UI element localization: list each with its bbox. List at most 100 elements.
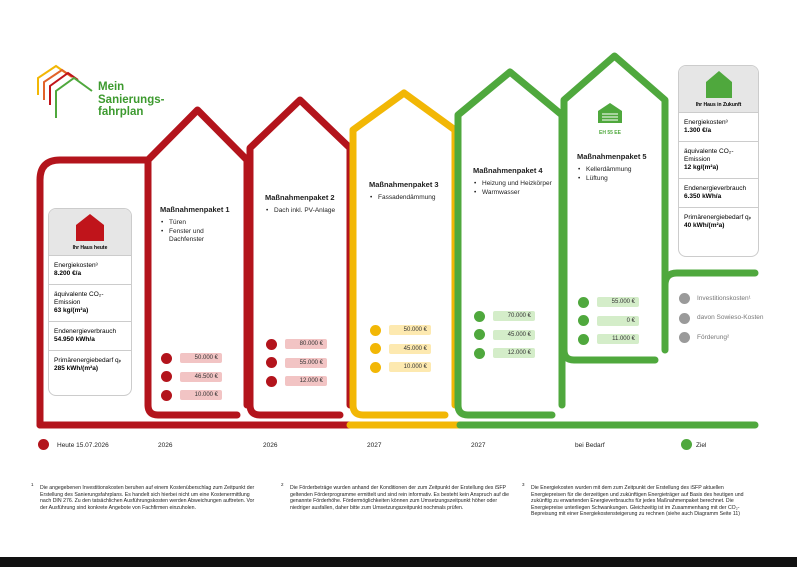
cost-value: 80.000 € [285,339,327,349]
row-value: 1.300 €/a [684,127,712,134]
row-value: 6.350 kWh/a [684,193,722,200]
footnote: 3 Die Energiekosten wurden mit dem zum Ze… [522,482,751,518]
row-value: 285 kWh/(m²a) [54,365,99,372]
card-row: Energiekosten³ 1.300 €/a [679,112,758,141]
package-item: Kellerdämmung [577,166,657,175]
logo-line: Mein [98,81,125,93]
package-item: Lüftung [577,175,657,184]
house-base [454,401,556,419]
bottom-bar [0,557,797,567]
logo-text: Mein Sanierungs- fahrplan [98,81,164,119]
cost-icon [161,389,172,401]
package-item: Türen [160,219,240,228]
package-title: Maßnahmenpaket 1 [160,205,230,214]
row-value: 63 kg/(m²a) [54,307,89,314]
house-icon [706,71,732,98]
cost-value: 70.000 € [493,311,535,321]
footnote-number: 1 [31,482,34,487]
house-icon [76,214,104,241]
cost-icon [578,333,589,345]
card-header: Ihr Haus in Zukunft [679,66,758,112]
cost-icon [474,329,485,340]
cost-value: 12.000 € [285,376,327,386]
row-value: 12 kg/(m²a) [684,164,719,171]
cost-icon [161,352,172,364]
timeline-start: Heute 15.07.2026 [57,442,109,449]
package-items: TürenFenster und Dachfenster [160,219,240,245]
package-item: Warmwasser [473,189,553,198]
logo-icon [37,64,93,118]
footnote-text: Die Energiekosten wurden mit dem zum Zei… [531,485,744,517]
row-label: äquivalente CO₂-Emission [684,148,734,163]
cost-icon [266,375,277,387]
cost-value: 46.500 € [180,371,222,382]
logo-line: Sanierungs- [98,93,165,106]
start-icon [38,439,49,450]
card-row: äquivalente CO₂-Emission 12 kg/(m²a) [679,141,758,178]
frame-line [661,269,759,289]
logo-line: fahrplan [98,106,144,118]
package-item: Heizung und Heizkörper [473,180,553,189]
row-label: Energiekosten³ [54,262,98,269]
card-header: Ihr Haus heute [49,209,131,255]
cost-value: 50.000 € [180,353,222,363]
cost-value: 50.000 € [389,325,431,335]
package-item: Dach inkl. PV-Anlage [265,207,345,216]
package-items: Dach inkl. PV-Anlage [265,207,345,216]
card-row: Primärenergiebedarf qₚ 40 kWh/(m²a) [679,207,758,236]
cost-value: 45.000 € [493,329,535,340]
package-title: Maßnahmenpaket 3 [369,180,439,189]
row-label: Primärenergiebedarf qₚ [54,357,122,364]
row-value: 54.950 kWh/a [54,336,95,343]
card-title: Ihr Haus heute [72,245,108,251]
house-base [246,401,344,419]
house-base [144,401,241,419]
card-row: Endenergieverbrauch 6.350 kWh/a [679,178,758,207]
timeline-label: 2027 [471,442,486,449]
card-row: äquivalente CO₂-Emission 63 kg/(m²a) [49,284,131,321]
row-label: Primärenergiebedarf qₚ [684,214,752,221]
row-label: Endenergieverbrauch [54,328,117,335]
efficiency-icon [598,103,622,123]
card-title: Ihr Haus in Zukunft [695,102,742,108]
footnote: 1 Die angegebenen Investitionskosten beru… [31,482,260,511]
cost-value: 10.000 € [389,362,431,372]
cost-value: 55.000 € [597,297,639,307]
footnote-text: Die angegebenen Investitionskosten beruh… [40,485,255,511]
cost-icon [578,315,589,326]
house-base [560,346,659,364]
cost-value: 45.000 € [389,343,431,354]
cost-icon [474,347,485,359]
future-house-card: Ihr Haus in Zukunft Energiekosten³ 1.300 … [678,65,759,257]
frame-line [36,156,152,429]
row-value: 40 kWh/(m²a) [684,222,725,229]
cost-value: 55.000 € [285,357,327,368]
timeline-end: Ziel [696,442,707,449]
footnote: 2 Die Förderbeträge wurden anhand der Kon… [281,482,510,511]
card-row: Endenergieverbrauch 54.950 kWh/a [49,321,131,350]
cost-icon [266,338,277,350]
goal-icon [681,439,692,450]
card-row: Energiekosten³ 8.200 €/a [49,255,131,284]
efficiency-label: EH 55 EE [599,130,621,136]
efficiency-badge: EH 55 EE [597,101,623,136]
legend-icon [679,312,690,324]
package-items: Heizung und HeizkörperWarmwasser [473,180,553,197]
row-value: 8.200 €/a [54,270,82,277]
cost-icon [370,361,381,373]
cost-icon [161,371,172,382]
cost-value: 0 € [597,315,639,326]
cost-value: 11.000 € [597,334,639,344]
timeline-label: 2026 [263,442,278,449]
footnote-number: 2 [281,482,284,487]
cost-icon [474,310,485,322]
house-base [349,401,449,419]
cost-icon [266,357,277,368]
package-item: Fassadendämmung [369,194,449,203]
legend-label: davon Sowieso-Kosten [697,314,764,321]
cost-value: 10.000 € [180,390,222,400]
package-title: Maßnahmenpaket 2 [265,193,335,202]
cost-value: 12.000 € [493,348,535,358]
